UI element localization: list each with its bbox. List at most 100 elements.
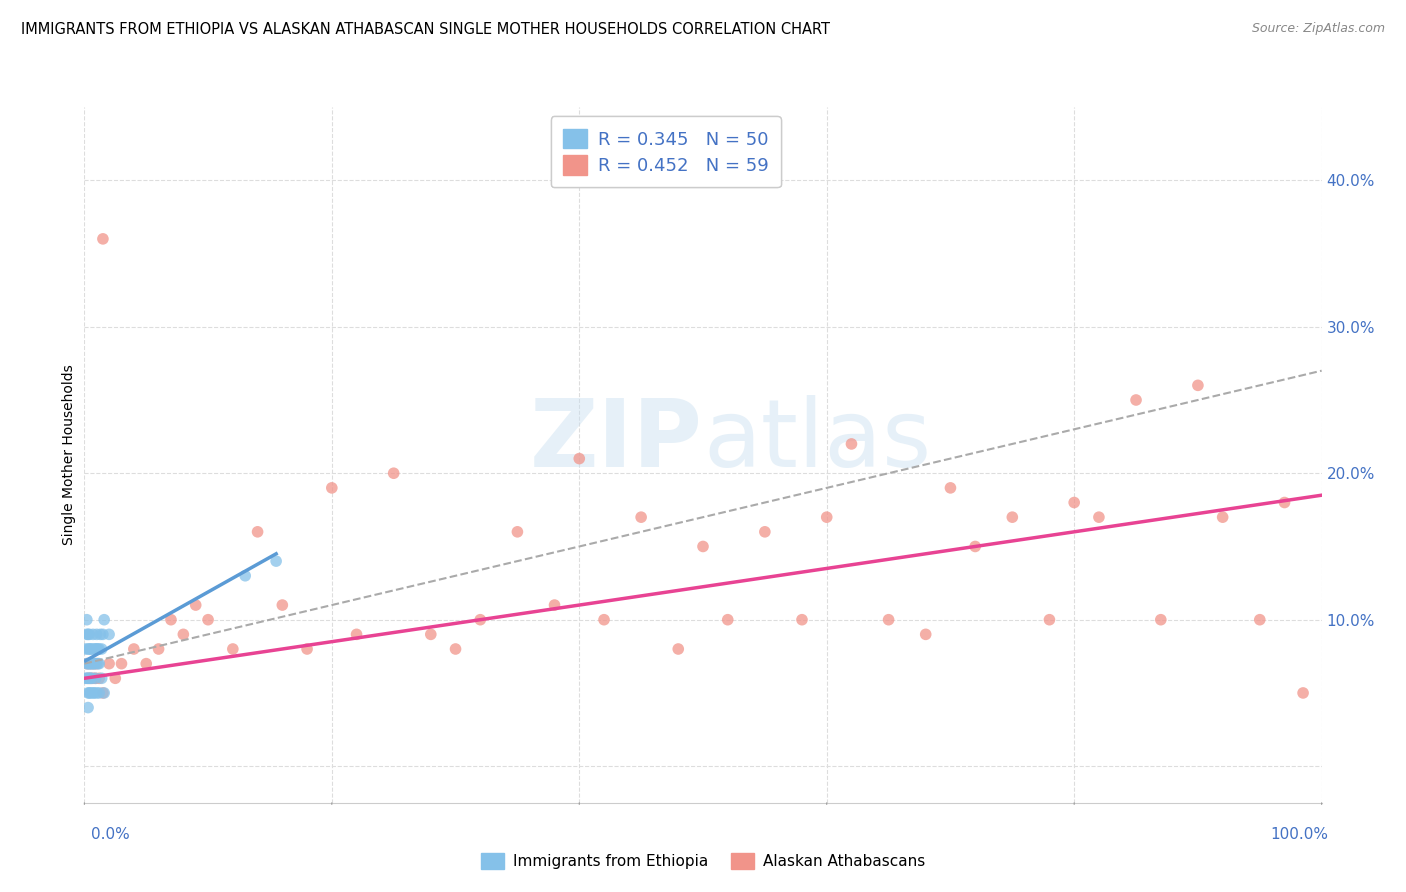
Point [914, 627, 936, 641]
Point [90, 642, 112, 657]
Point [104, 671, 127, 685]
Text: 100.0%: 100.0% [1271, 827, 1329, 841]
Point [1063, 495, 1085, 509]
Point [79, 627, 101, 641]
Point [717, 613, 740, 627]
Point [79, 671, 101, 685]
Point [75, 671, 97, 685]
Point [77, 642, 100, 657]
Point [80, 671, 103, 685]
Point [1212, 510, 1234, 524]
Point [86, 642, 108, 657]
Text: Source: ZipAtlas.com: Source: ZipAtlas.com [1251, 22, 1385, 36]
Point [1292, 686, 1315, 700]
Point [79, 671, 101, 685]
Point [543, 598, 565, 612]
Point [160, 613, 183, 627]
Point [470, 613, 492, 627]
Point [90, 671, 112, 685]
Point [77, 686, 100, 700]
Point [89, 642, 111, 657]
Point [86, 686, 108, 700]
Point [80, 657, 103, 671]
Point [83, 657, 105, 671]
Point [91, 232, 114, 246]
Point [444, 642, 467, 657]
Point [1150, 613, 1173, 627]
Point [1125, 392, 1147, 407]
Point [82, 657, 104, 671]
Point [83, 657, 105, 671]
Point [271, 598, 294, 612]
Point [76, 671, 98, 685]
Point [84, 671, 107, 685]
Point [233, 568, 256, 582]
Point [666, 642, 689, 657]
Point [965, 540, 987, 554]
Legend: R = 0.345   N = 50, R = 0.452   N = 59: R = 0.345 N = 50, R = 0.452 N = 59 [551, 116, 782, 187]
Point [76, 613, 98, 627]
Point [77, 671, 100, 685]
Point [1187, 378, 1209, 392]
Point [593, 613, 616, 627]
Point [79, 671, 101, 685]
Point [148, 642, 170, 657]
Point [80, 657, 103, 671]
Point [630, 510, 652, 524]
Text: IMMIGRANTS FROM ETHIOPIA VS ALASKAN ATHABASCAN SINGLE MOTHER HOUSEHOLDS CORRELAT: IMMIGRANTS FROM ETHIOPIA VS ALASKAN ATHA… [21, 22, 830, 37]
Point [79, 686, 101, 700]
Point [110, 657, 132, 671]
Point [346, 627, 368, 641]
Point [77, 671, 100, 685]
Point [87, 642, 110, 657]
Point [382, 467, 405, 481]
Text: 0.0%: 0.0% [91, 827, 131, 841]
Text: atlas: atlas [703, 395, 931, 487]
Point [80, 642, 103, 657]
Point [1038, 613, 1060, 627]
Point [79, 642, 101, 657]
Point [89, 686, 111, 700]
Point [172, 627, 194, 641]
Point [84, 657, 107, 671]
Point [1088, 510, 1111, 524]
Point [87, 657, 110, 671]
Point [84, 671, 107, 685]
Point [506, 524, 529, 539]
Point [1001, 510, 1024, 524]
Point [79, 642, 101, 657]
Point [246, 524, 269, 539]
Point [82, 686, 104, 700]
Point [321, 481, 343, 495]
Point [77, 700, 100, 714]
Point [91, 686, 114, 700]
Point [82, 627, 104, 641]
Legend: Immigrants from Ethiopia, Alaskan Athabascans: Immigrants from Ethiopia, Alaskan Athaba… [475, 847, 931, 875]
Point [84, 642, 107, 657]
Point [79, 686, 101, 700]
Point [76, 627, 98, 641]
Point [1274, 495, 1296, 509]
Point [264, 554, 287, 568]
Point [692, 540, 714, 554]
Point [877, 613, 900, 627]
Point [790, 613, 813, 627]
Point [222, 642, 245, 657]
Point [1249, 613, 1271, 627]
Point [83, 642, 105, 657]
Point [98, 657, 121, 671]
Text: ZIP: ZIP [530, 395, 703, 487]
Point [939, 481, 962, 495]
Point [86, 657, 108, 671]
Point [419, 627, 441, 641]
Point [83, 686, 105, 700]
Point [568, 451, 591, 466]
Point [89, 627, 111, 641]
Point [815, 510, 838, 524]
Point [93, 686, 115, 700]
Point [295, 642, 318, 657]
Point [135, 657, 157, 671]
Point [197, 613, 219, 627]
Point [76, 657, 98, 671]
Point [82, 671, 104, 685]
